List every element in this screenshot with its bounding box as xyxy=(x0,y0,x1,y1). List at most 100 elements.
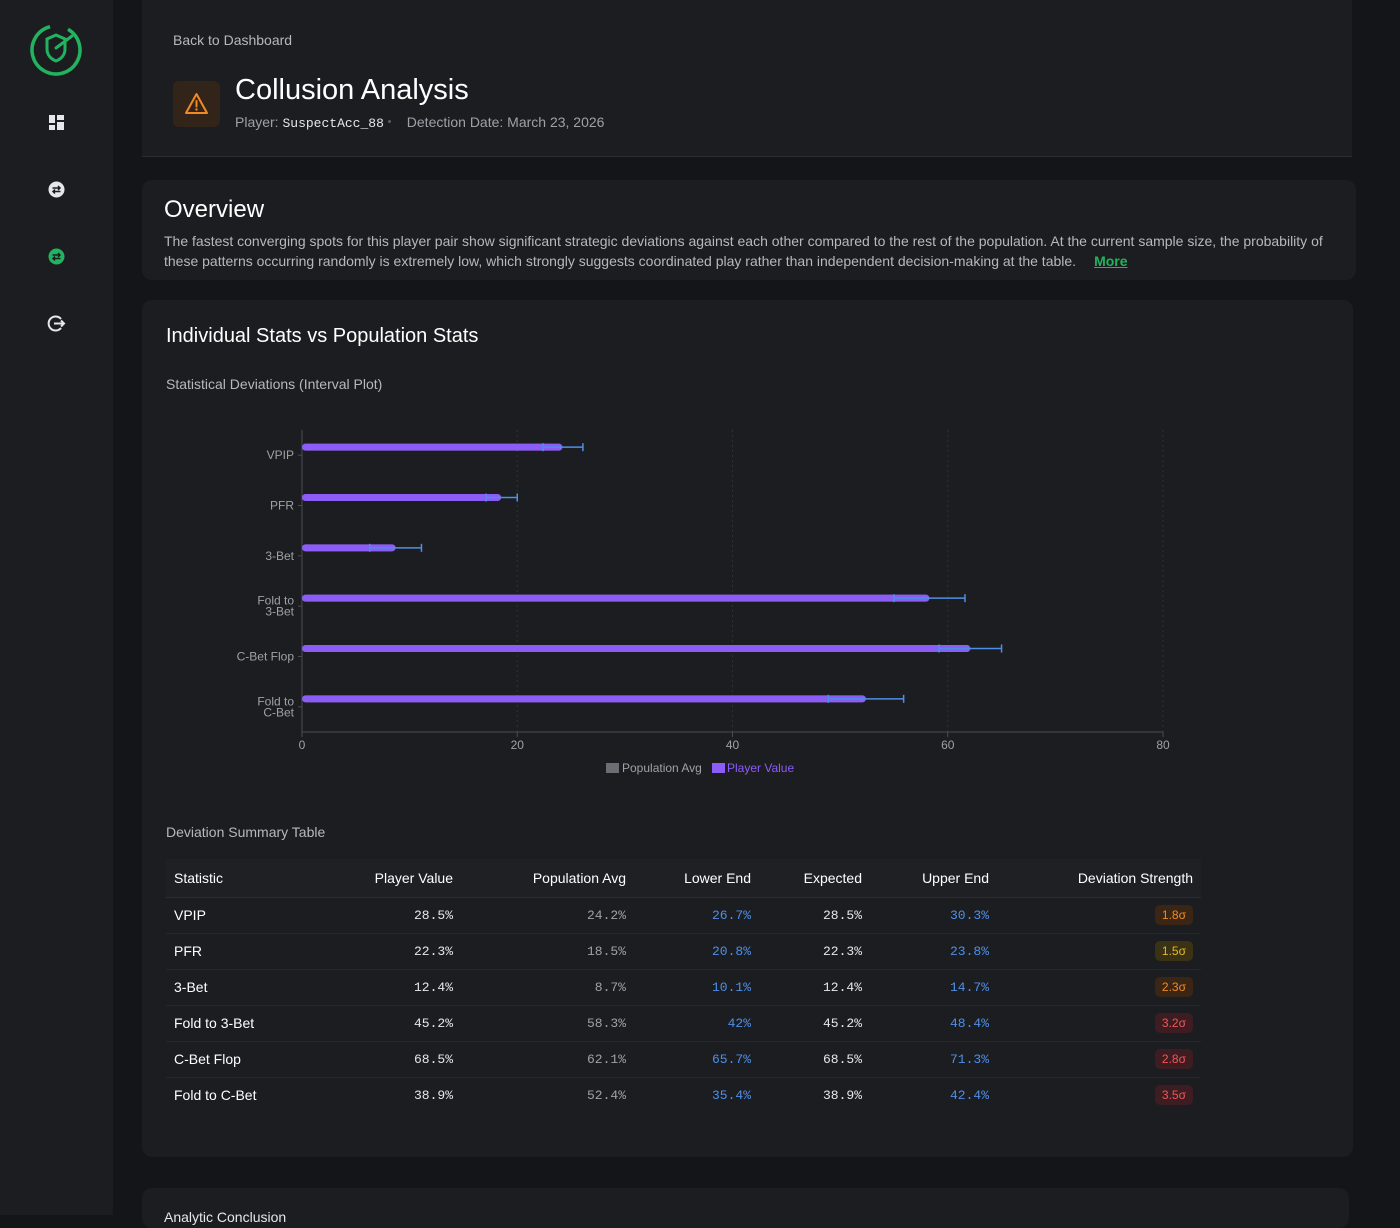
stat-cell: VPIP xyxy=(166,897,316,934)
stats-title: Individual Stats vs Population Stats xyxy=(166,325,479,347)
player-value-cell: 28.5% xyxy=(316,897,461,934)
stat-cell: PFR xyxy=(166,933,316,970)
col-upper-end: Upper End xyxy=(870,859,997,898)
table-row: 3-Bet 12.4% 8.7% 10.1% 12.4% 14.7% 2.3σ xyxy=(166,969,1201,1006)
page-title: Collusion Analysis xyxy=(235,74,469,106)
lower-end-cell: 26.7% xyxy=(634,897,759,934)
population-avg-cell: 18.5% xyxy=(461,933,634,970)
legend-swatch-population xyxy=(606,763,619,773)
player-value-cell: 12.4% xyxy=(316,969,461,1006)
back-to-dashboard-link[interactable]: Back to Dashboard xyxy=(173,32,293,48)
sidebar xyxy=(0,0,113,1215)
y-tick-label-line: C-Bet Flop xyxy=(237,650,295,664)
deviation-badge: 1.5σ xyxy=(1154,941,1193,961)
col-lower-end: Lower End xyxy=(634,859,759,898)
stat-cell: 3-Bet xyxy=(166,969,316,1006)
expected-cell: 45.2% xyxy=(759,1005,870,1042)
deviation-cell: 3.5σ xyxy=(997,1077,1201,1113)
lower-end-cell: 20.8% xyxy=(634,933,759,970)
stats-card: Individual Stats vs Population Stats Sta… xyxy=(142,300,1353,1157)
player-value-cell: 22.3% xyxy=(316,933,461,970)
deviation-cell: 2.3σ xyxy=(997,969,1201,1006)
player-bar xyxy=(302,594,930,602)
table-row: Fold to 3-Bet 45.2% 58.3% 42% 45.2% 48.4% 3.2σ xyxy=(166,1005,1201,1042)
upper-end-cell: 71.3% xyxy=(870,1041,997,1078)
upper-end-cell: 42.4% xyxy=(949,1087,989,1103)
dashboard-icon[interactable] xyxy=(46,112,67,133)
col-player-value: Player Value xyxy=(316,859,461,898)
x-tick-label: 60 xyxy=(941,738,955,752)
y-tick-label: Fold to 3-Bet xyxy=(257,594,294,619)
y-tick-label: PFR xyxy=(270,499,294,513)
overview-text: The fastest converging spots for this pl… xyxy=(164,231,1334,271)
expected-cell: 12.4% xyxy=(759,969,870,1006)
player-bar xyxy=(302,544,396,552)
population-avg-cell: 52.4% xyxy=(586,1087,626,1103)
stat-cell: Fold to 3-Bet xyxy=(166,1005,316,1042)
shield-logo-icon[interactable] xyxy=(28,22,84,78)
y-tick-label: 3-Bet xyxy=(265,549,294,563)
more-link[interactable]: More xyxy=(1094,253,1128,269)
y-tick-label-line: 3-Bet xyxy=(265,549,294,563)
x-tick-label: 0 xyxy=(299,738,306,752)
col-deviation-strength: Deviation Strength xyxy=(997,859,1201,898)
upper-end-cell: 30.3% xyxy=(870,897,997,934)
expected-cell: 68.5% xyxy=(759,1041,870,1078)
chart-subtitle: Statistical Deviations (Interval Plot) xyxy=(166,376,383,392)
deviation-table: Statistic Player Value Population Avg Lo… xyxy=(166,859,1201,1113)
overview-title: Overview xyxy=(164,196,265,223)
swap-icon[interactable] xyxy=(46,179,67,200)
expected-cell: 38.9% xyxy=(822,1087,862,1103)
lower-end-cell: 35.4% xyxy=(711,1087,751,1103)
deviation-badge: 3.2σ xyxy=(1154,1013,1193,1033)
y-tick-label: C-Bet Flop xyxy=(237,650,295,664)
col-population-avg: Population Avg xyxy=(461,859,634,898)
expected-cell: 28.5% xyxy=(759,897,870,934)
deviation-badge: 2.3σ xyxy=(1154,977,1193,997)
y-tick-label: VPIP xyxy=(267,448,294,462)
overview-body: The fastest converging spots for this pl… xyxy=(164,233,1323,269)
table-row: C-Bet Flop 68.5% 62.1% 65.7% 68.5% 71.3% 2.8σ xyxy=(166,1041,1201,1078)
player-label: Player: xyxy=(235,114,279,130)
population-avg-cell: 58.3% xyxy=(461,1005,634,1042)
deviation-badge: 3.5σ xyxy=(1154,1085,1193,1106)
swap-active-icon[interactable] xyxy=(46,246,67,267)
conclusion-title: Analytic Conclusion xyxy=(164,1209,287,1225)
upper-end-cell: 48.4% xyxy=(870,1005,997,1042)
lower-end-cell: 42% xyxy=(634,1005,759,1042)
legend-swatch-player xyxy=(712,763,725,773)
x-tick-label: 80 xyxy=(1156,738,1170,752)
stat-cell: Fold to C-Bet xyxy=(174,1087,257,1104)
separator-dot xyxy=(387,120,391,124)
expected-cell: 22.3% xyxy=(759,933,870,970)
table-header-row: Statistic Player Value Population Avg Lo… xyxy=(166,859,1201,898)
population-avg-cell: 24.2% xyxy=(461,897,634,934)
deviation-badge: 1.8σ xyxy=(1154,905,1193,925)
upper-end-cell: 14.7% xyxy=(870,969,997,1006)
warning-icon xyxy=(185,93,208,114)
logout-icon[interactable] xyxy=(46,313,67,334)
y-tick-label-line: 3-Bet xyxy=(265,605,294,619)
player-value-cell: 38.9% xyxy=(413,1087,453,1103)
deviation-badge: 2.8σ xyxy=(1154,1049,1193,1069)
col-expected: Expected xyxy=(759,859,870,898)
table-row: PFR 22.3% 18.5% 20.8% 22.3% 23.8% 1.5σ xyxy=(166,933,1201,970)
legend-label-population: Population Avg xyxy=(622,761,702,775)
overview-card: Overview The fastest converging spots fo… xyxy=(142,180,1356,280)
player-name: SuspectAcc_88 xyxy=(282,116,384,131)
y-tick-label-line: Fold to xyxy=(257,694,294,708)
col-statistic: Statistic xyxy=(166,859,316,898)
deviation-cell: 2.8σ xyxy=(997,1041,1201,1078)
page-meta: Player: SuspectAcc_88 Detection Date: Ma… xyxy=(235,114,604,131)
conclusion-card: Analytic Conclusion xyxy=(142,1188,1349,1228)
upper-end-cell: 23.8% xyxy=(870,933,997,970)
player-value-cell: 68.5% xyxy=(316,1041,461,1078)
player-bar xyxy=(302,494,502,501)
y-tick-label-line: C-Bet xyxy=(263,705,294,719)
table-subtitle: Deviation Summary Table xyxy=(166,824,326,840)
player-bar xyxy=(302,443,563,451)
page-header: Back to Dashboard Collusion Analysis Pla… xyxy=(142,0,1352,157)
x-tick-label: 20 xyxy=(511,738,525,752)
y-tick-label-line: PFR xyxy=(270,499,294,513)
